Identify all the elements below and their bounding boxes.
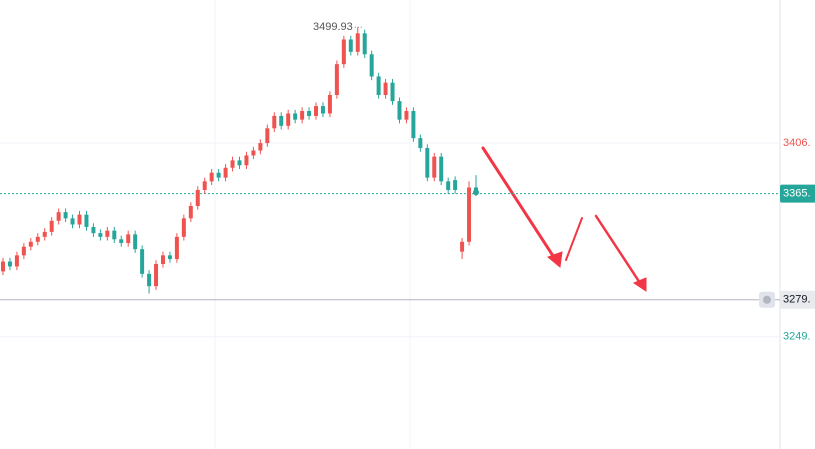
candle-body bbox=[91, 226, 96, 234]
candle-body bbox=[460, 241, 465, 252]
candle-body bbox=[28, 241, 33, 247]
price-label: 3365. bbox=[783, 188, 811, 200]
candle-body bbox=[42, 231, 47, 237]
candle-body bbox=[341, 39, 346, 65]
candle-body bbox=[70, 218, 75, 225]
candle-body bbox=[188, 205, 193, 219]
candle-body bbox=[209, 172, 214, 182]
candle-body bbox=[404, 111, 409, 120]
candle-body bbox=[216, 172, 221, 178]
candle-body bbox=[14, 255, 19, 267]
candle-body bbox=[154, 263, 159, 287]
candle-body bbox=[112, 230, 117, 240]
candle-body bbox=[265, 128, 270, 144]
candle-body bbox=[355, 33, 360, 52]
candle-body bbox=[320, 106, 325, 114]
candle-body bbox=[467, 187, 472, 242]
candle-body bbox=[35, 236, 40, 242]
candle-body bbox=[244, 155, 249, 166]
candle-body bbox=[369, 54, 374, 77]
candle-body bbox=[251, 150, 256, 156]
drawn-arrows bbox=[481, 146, 647, 292]
candle-body bbox=[202, 181, 207, 190]
candle-body bbox=[133, 234, 138, 250]
price-label-box bbox=[780, 184, 815, 203]
candle-body bbox=[119, 239, 124, 244]
candle-body bbox=[84, 214, 89, 227]
high-annotation: 3499.93 bbox=[313, 21, 353, 33]
candle-body bbox=[334, 64, 339, 95]
candle-body bbox=[49, 220, 54, 232]
alert-icon bbox=[763, 295, 771, 304]
candle-body bbox=[376, 76, 381, 95]
candle-body bbox=[314, 106, 319, 116]
candle-body bbox=[439, 156, 444, 182]
last-dot bbox=[473, 189, 479, 196]
candle-body bbox=[432, 156, 437, 178]
candle-body bbox=[272, 115, 277, 129]
candle-body bbox=[98, 233, 103, 237]
candle-body bbox=[105, 230, 110, 237]
candle-body bbox=[279, 115, 284, 126]
candle-body bbox=[160, 255, 165, 264]
y-tick-label: 3406. bbox=[783, 137, 811, 149]
candle-body bbox=[77, 214, 82, 225]
candle-body bbox=[293, 113, 298, 120]
candle-body bbox=[397, 101, 402, 120]
candle-body bbox=[425, 148, 430, 178]
candle-body bbox=[258, 143, 263, 151]
candle-body bbox=[7, 261, 12, 267]
candle-body bbox=[21, 246, 26, 256]
candle-body bbox=[181, 218, 186, 237]
candle-body bbox=[362, 33, 367, 55]
candle-body bbox=[418, 138, 423, 149]
candle-body bbox=[147, 273, 152, 287]
candle-body bbox=[286, 113, 291, 126]
candle-body bbox=[307, 111, 312, 116]
candle-body bbox=[453, 180, 458, 190]
y-tick-label: 3249. bbox=[783, 331, 811, 343]
candle-body bbox=[56, 212, 61, 221]
candle-body bbox=[140, 249, 145, 274]
price-label: 3279. bbox=[783, 294, 811, 306]
candle-body bbox=[411, 111, 416, 139]
candle-body bbox=[174, 236, 179, 260]
candle-body bbox=[230, 160, 235, 168]
candle-body bbox=[126, 234, 131, 244]
candle-body bbox=[223, 167, 228, 178]
candle-body bbox=[237, 160, 242, 166]
candle-body bbox=[63, 212, 68, 219]
candle-body bbox=[1, 261, 5, 272]
candle-body bbox=[390, 82, 395, 102]
candle-body bbox=[195, 189, 200, 206]
candle-body bbox=[167, 255, 172, 260]
candle-body bbox=[327, 94, 332, 114]
candle-body bbox=[300, 111, 305, 120]
candle-body bbox=[446, 181, 451, 190]
price-label-box bbox=[780, 290, 815, 309]
candle-body bbox=[348, 39, 353, 52]
candle-body bbox=[383, 82, 388, 95]
